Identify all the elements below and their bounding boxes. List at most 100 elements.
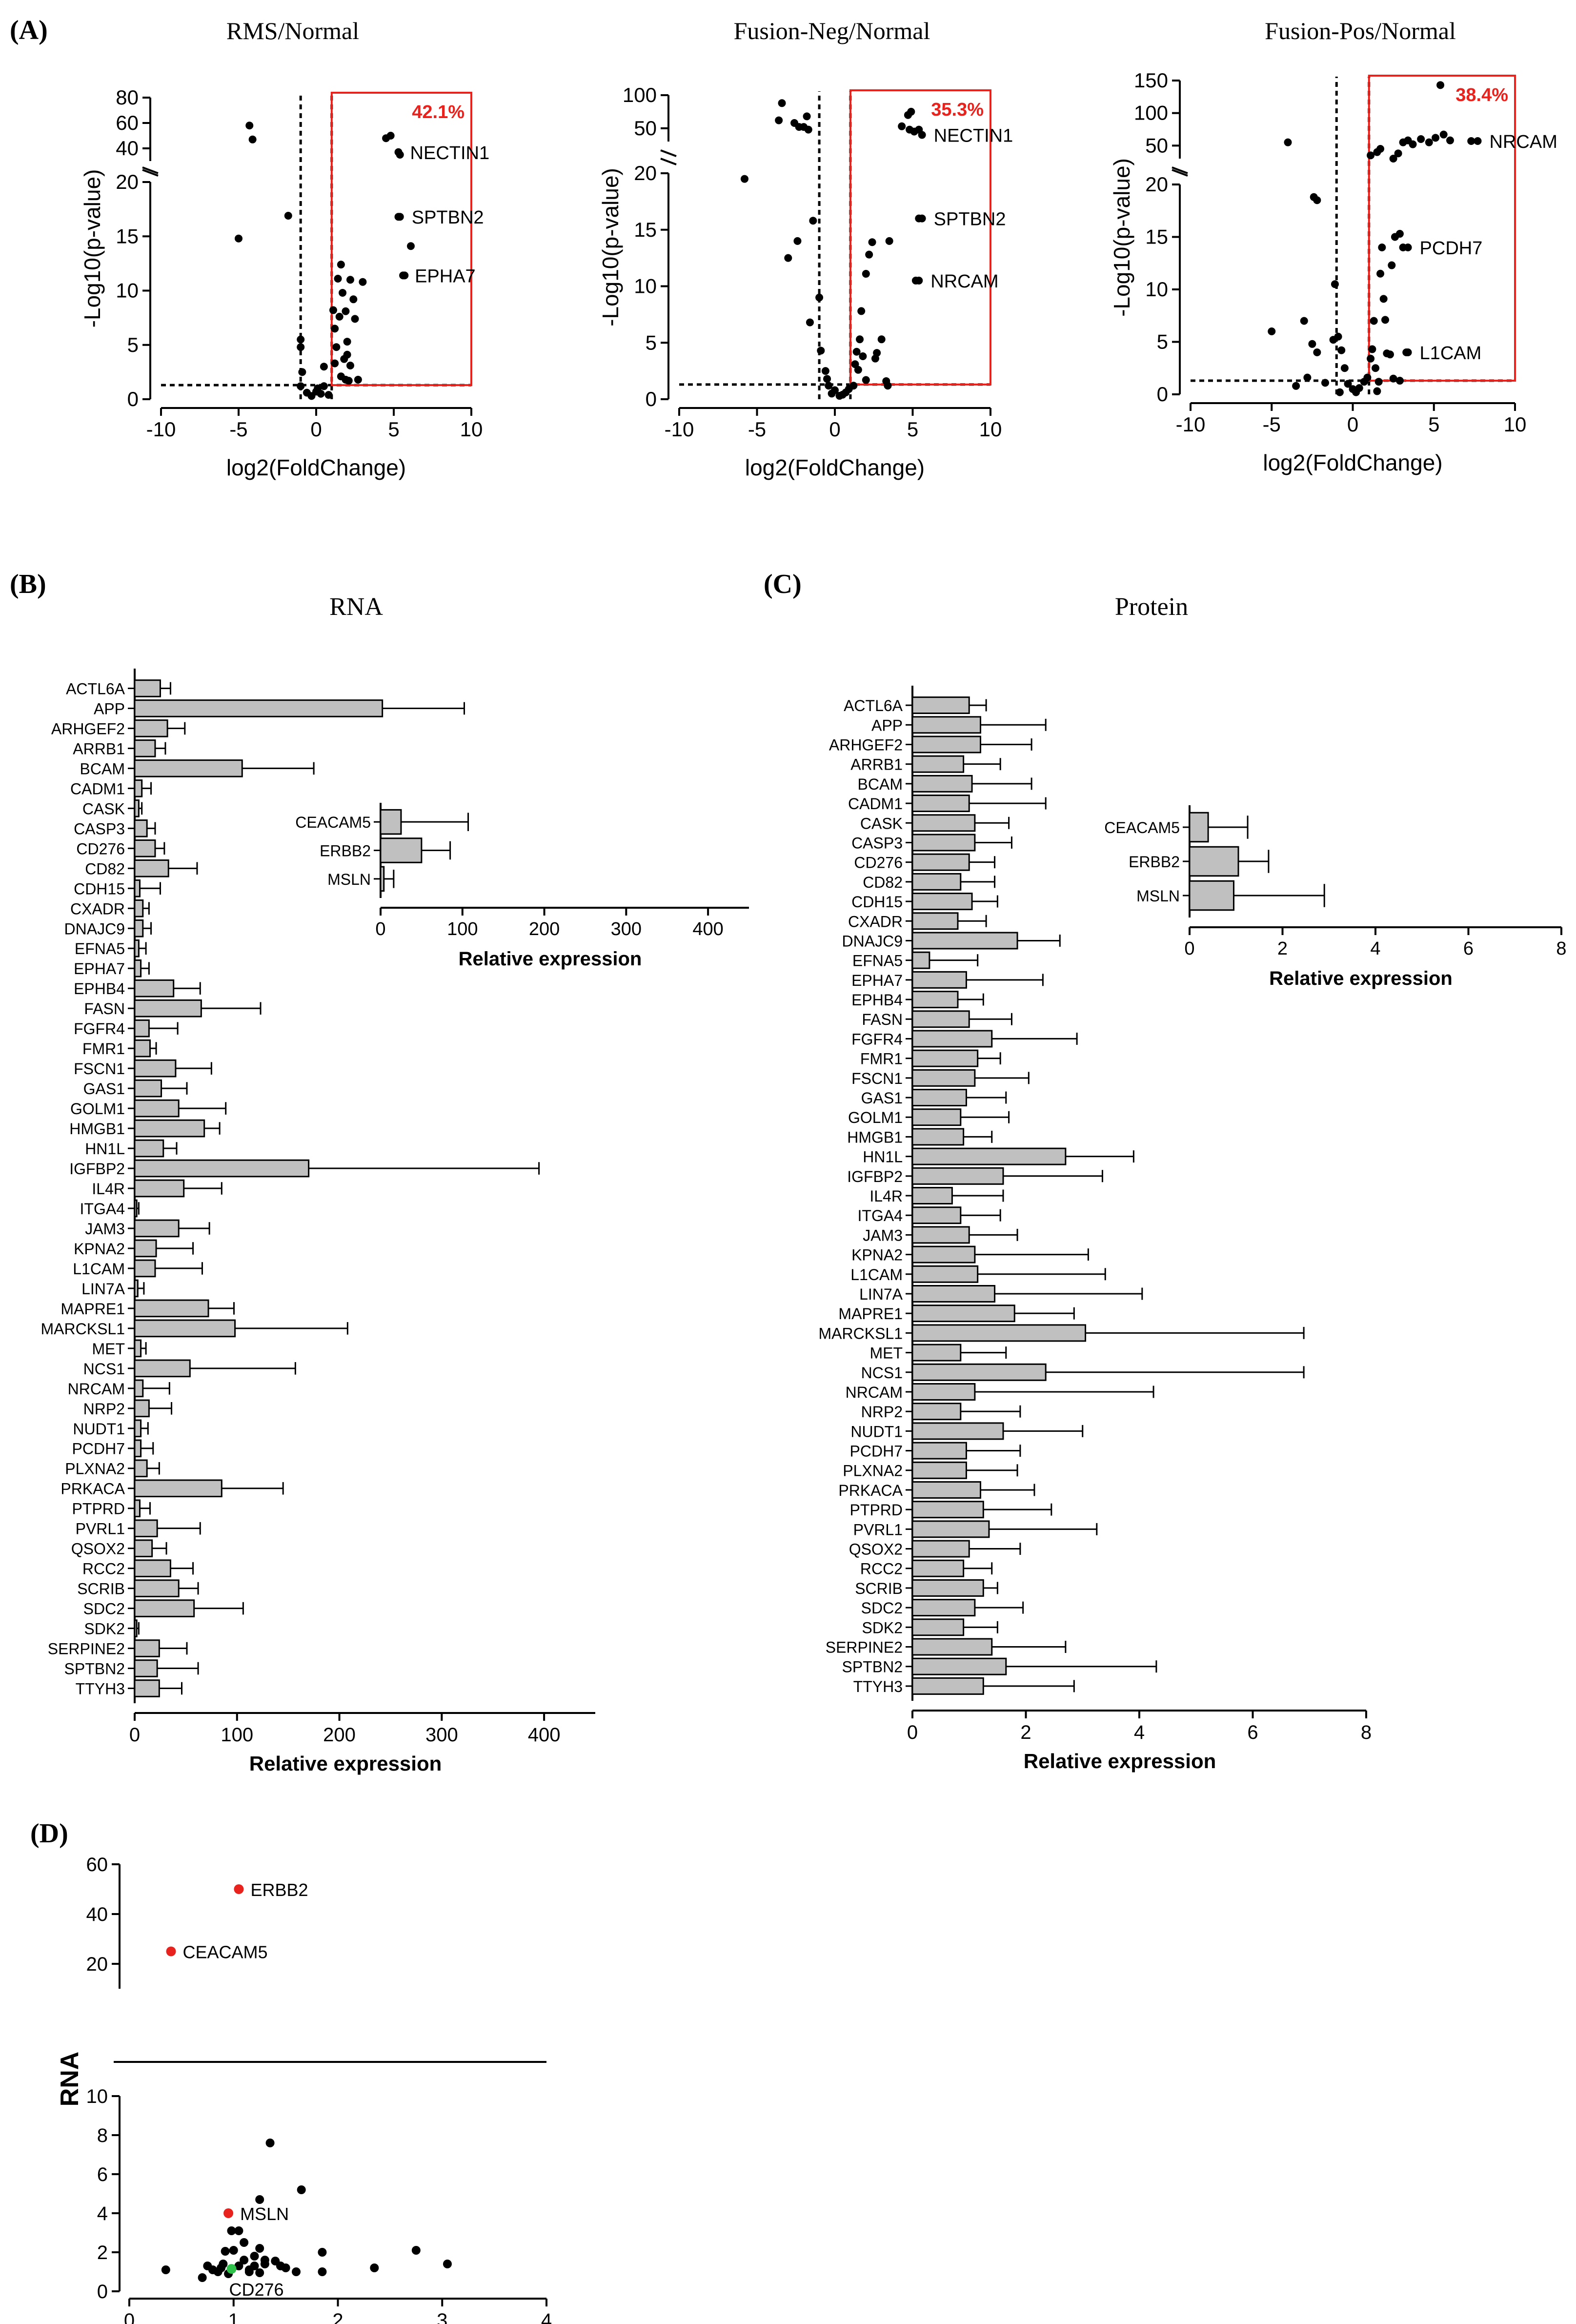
x-tick-label: 100 xyxy=(221,1724,253,1746)
axis-break-mark xyxy=(660,158,677,165)
data-point xyxy=(1340,364,1349,372)
category-label: SCRIB xyxy=(855,1580,903,1597)
percent-label: 42.1% xyxy=(412,102,465,122)
data-point xyxy=(1425,138,1433,146)
bar xyxy=(134,879,141,897)
y-axis-label: -Log10(p-value) xyxy=(1109,158,1134,317)
category-label: FMR1 xyxy=(82,1040,125,1058)
data-point xyxy=(1355,384,1363,392)
category-label: IL4R xyxy=(869,1187,903,1205)
data-point xyxy=(1439,130,1448,139)
y-tick-label: 5 xyxy=(1157,330,1168,353)
data-point xyxy=(859,352,867,361)
data-point xyxy=(298,368,306,376)
category-label: ITGA4 xyxy=(858,1207,903,1224)
category-label: FASN xyxy=(862,1011,903,1028)
category-label: EFNA5 xyxy=(75,940,125,958)
x-tick-label: 10 xyxy=(460,418,483,441)
data-point xyxy=(817,347,825,355)
category-label: ITGA4 xyxy=(80,1200,125,1218)
data-point xyxy=(821,367,829,375)
category-label: FMR1 xyxy=(860,1050,903,1068)
category-label: TTYH3 xyxy=(76,1680,125,1698)
y-tick-label: 15 xyxy=(116,224,139,247)
bar xyxy=(911,1638,993,1656)
significance-box xyxy=(330,92,472,387)
data-point xyxy=(857,307,866,315)
bar xyxy=(134,1619,138,1637)
bar xyxy=(134,899,144,917)
bar xyxy=(134,1299,209,1318)
data-point xyxy=(359,278,367,286)
data-point xyxy=(1344,380,1352,388)
bar xyxy=(911,1030,993,1048)
category-label: APP xyxy=(94,700,125,717)
bar xyxy=(911,814,976,832)
y-tick-label: 20 xyxy=(116,170,139,193)
category-label: SDK2 xyxy=(862,1619,903,1636)
bar xyxy=(911,1461,967,1479)
data-point xyxy=(335,312,343,321)
data-point xyxy=(1374,378,1383,386)
category-label: SERPINE2 xyxy=(48,1640,125,1658)
data-point xyxy=(884,382,892,390)
data-point xyxy=(1446,136,1454,144)
data-point xyxy=(343,338,351,346)
bar xyxy=(134,1239,157,1258)
data-point xyxy=(343,350,351,359)
y-tick-label: 100 xyxy=(623,83,657,106)
category-label: HMGB1 xyxy=(69,1120,125,1138)
x-tick-label: -5 xyxy=(229,418,247,441)
data-point xyxy=(1292,382,1300,390)
y-tick-label: 20 xyxy=(86,1954,108,1975)
bar xyxy=(134,679,161,697)
data-point xyxy=(255,2268,264,2277)
bar xyxy=(134,1039,151,1058)
y-axis-label: -Log10(p-value) xyxy=(80,169,105,328)
data-point xyxy=(825,382,833,390)
bar xyxy=(911,1344,962,1362)
data-point xyxy=(320,382,328,390)
bar xyxy=(911,1167,1004,1185)
y-tick-label: 15 xyxy=(1145,225,1168,248)
data-point xyxy=(1409,140,1417,148)
volcano-plot-fusion-neg: Fusion-Neg/Normal 0 5 10 15 20 50 100 -10 -5 0 5 10 l… xyxy=(598,17,1013,480)
data-point xyxy=(1417,135,1425,143)
x-tick-label: 2 xyxy=(332,2310,343,2324)
y-tick-label: 150 xyxy=(1134,69,1168,92)
category-label: PRKACA xyxy=(838,1482,903,1499)
inset-category-label: MSLN xyxy=(327,871,371,888)
bar xyxy=(911,1481,981,1499)
data-point xyxy=(1376,269,1385,278)
bar xyxy=(134,999,202,1018)
bar xyxy=(911,795,970,813)
category-label: NRCAM xyxy=(846,1384,903,1401)
category-label: HMGB1 xyxy=(847,1128,903,1146)
point-label: CEACAM5 xyxy=(183,1942,268,1962)
highlighted-point xyxy=(166,1946,176,1957)
bar xyxy=(134,1339,142,1358)
highlighted-point xyxy=(234,1884,244,1894)
category-label: BCAM xyxy=(858,775,903,793)
category-label: GOLM1 xyxy=(70,1100,125,1118)
bar xyxy=(911,716,981,734)
bar xyxy=(134,959,142,978)
category-label: HN1L xyxy=(85,1140,125,1158)
bar xyxy=(911,1520,990,1538)
data-point xyxy=(1389,155,1397,163)
data-point xyxy=(248,135,257,143)
data-point xyxy=(244,2267,254,2276)
data-point xyxy=(1386,350,1394,359)
bar xyxy=(134,1099,180,1118)
bar xyxy=(911,1128,965,1146)
y-tick-label: 5 xyxy=(646,331,657,354)
inset-x-tick-label: 2 xyxy=(1277,938,1288,959)
category-label: MET xyxy=(92,1340,125,1358)
category-label: HN1L xyxy=(863,1148,903,1166)
category-label: NUDT1 xyxy=(850,1423,903,1440)
y-tick-label: 10 xyxy=(1145,278,1168,301)
data-point xyxy=(868,238,876,246)
y-tick-label: 2 xyxy=(97,2242,108,2263)
data-point xyxy=(351,315,359,323)
